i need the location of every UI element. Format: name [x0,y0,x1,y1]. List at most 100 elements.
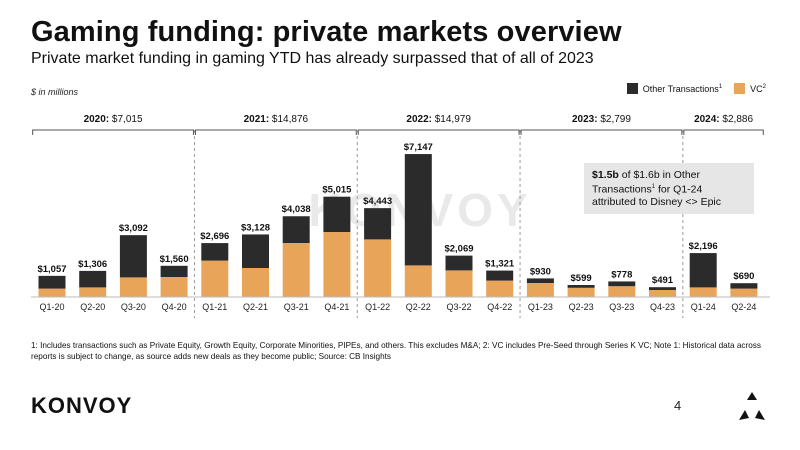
bar-other-Q3-21 [282,216,310,243]
bar-vc-Q2-23 [567,287,595,297]
tick-label-Q1-22: Q1-22 [365,302,390,312]
year-dividers [193,130,684,318]
bar-vc-Q2-24 [730,288,758,297]
total-label-Q4-22: $1,321 [485,259,515,270]
tick-label-Q4-21: Q4-21 [324,302,349,312]
legend-swatch-vc [734,83,746,94]
tick-label-Q2-21: Q2-21 [243,302,268,312]
total-label-Q4-23: $491 [652,275,674,286]
total-label-Q1-20: $1,057 [37,264,66,275]
footnote: 1: Includes transactions such as Private… [31,341,761,361]
legend-entry-vc: VC2 [734,83,766,94]
bar-vc-Q1-21 [201,260,229,297]
bar-vc-Q3-23 [608,286,636,297]
tick-label-Q2-23: Q2-23 [569,302,594,312]
bar-vc-Q2-22 [404,265,432,297]
year-bracket-2 [357,129,520,135]
bar-other-Q1-23 [526,278,554,283]
bar-other-Q1-21 [201,243,229,261]
bar-vc-Q2-21 [242,268,269,297]
bar-other-Q4-23 [649,287,676,290]
tick-label-Q1-21: Q1-21 [202,302,227,312]
disney-epic-annotation: $1.5b of $1.6b in Other Transactions1 fo… [584,163,754,214]
konvoy-mark-icon [739,392,765,420]
total-label-Q2-22: $7,147 [404,142,433,153]
bar-other-Q2-20 [79,270,107,288]
bar-vc-Q1-23 [526,283,554,297]
tick-label-Q2-24: Q2-24 [731,302,756,312]
total-label-Q2-23: $599 [571,273,592,284]
total-label-Q1-24: $2,196 [689,241,718,252]
bars [38,154,758,297]
tick-label-Q4-23: Q4-23 [650,302,675,312]
tick-label-Q3-20: Q3-20 [121,302,146,312]
tick-label-Q3-22: Q3-22 [446,302,471,312]
bar-other-Q3-23 [608,281,636,287]
bar-vc-Q1-20 [38,288,66,297]
tick-label-Q3-21: Q3-21 [284,302,309,312]
total-label-Q3-21: $4,038 [282,204,311,215]
bar-vc-Q4-23 [649,290,676,297]
tick-label-Q2-22: Q2-22 [406,302,431,312]
year-total-label-4: 2024: $2,886 [694,114,753,125]
bar-other-Q4-21 [323,196,351,232]
legend-swatch-other [626,83,638,94]
total-label-Q3-20: $3,092 [119,223,148,234]
year-bracket-3 [520,129,683,135]
bar-other-Q2-23 [567,285,595,288]
bar-vc-Q1-24 [689,287,717,297]
bar-other-Q2-24 [730,283,758,289]
chart-legend: Other Transactions1 VC2 [626,83,766,94]
bar-vc-Q3-22 [445,270,473,297]
total-label-Q1-21: $2,696 [200,231,229,242]
year-bracket-0 [32,129,194,135]
total-label-Q2-20: $1,306 [78,259,107,270]
bar-other-Q4-22 [486,270,514,281]
bar-vc-Q3-21 [282,243,310,297]
year-bracket-4 [683,129,764,135]
tick-label-Q3-23: Q3-23 [609,302,634,312]
total-label-Q2-24: $690 [733,271,754,282]
tick-label-Q1-20: Q1-20 [39,302,64,312]
tick-label-Q2-20: Q2-20 [80,302,105,312]
tick-label-Q1-23: Q1-23 [528,302,553,312]
legend-label-other: Other Transactions1 [642,83,723,94]
bar-other-Q3-20 [119,235,147,278]
total-label-Q4-20: $1,560 [160,254,189,265]
year-brackets: 2020: $7,015 2021: $14,876 2022: $14,979 20… [32,114,764,135]
bar-total-labels: $1,057 $1,306 $3,092 $1,560 $2,696 $3,128 $4,0… [37,142,754,286]
year-bracket-1 [194,129,357,135]
bar-other-Q4-20 [160,265,188,277]
total-label-Q3-22: $2,069 [444,244,473,255]
bar-other-Q1-20 [38,275,66,289]
bar-vc-Q1-22 [364,239,392,297]
bar-vc-Q4-22 [486,280,514,297]
konvoy-logo: KONVOY [31,393,133,418]
page-number: 4 [674,398,682,413]
tick-label-Q1-24: Q1-24 [691,302,716,312]
bar-vc-Q3-20 [119,277,147,297]
total-label-Q1-22: $4,443 [363,196,392,207]
legend-entry-other: Other Transactions1 [626,83,723,94]
total-label-Q4-21: $5,015 [322,185,352,196]
tick-label-Q4-22: Q4-22 [487,302,512,312]
units-label: $ in millions [31,87,79,97]
year-total-label-1: 2021: $14,876 [244,114,309,125]
bar-vc-Q4-21 [323,232,351,297]
year-total-label-0: 2020: $7,015 [84,114,143,125]
total-label-Q3-23: $778 [611,269,632,280]
bar-vc-Q4-20 [160,277,188,297]
year-total-label-3: 2023: $2,799 [572,114,631,125]
bar-other-Q3-22 [445,255,473,271]
bar-other-Q2-22 [404,154,432,266]
page-title: Gaming funding: private markets overview [31,16,622,48]
total-label-Q2-21: $3,128 [241,222,270,233]
tick-label-Q4-20: Q4-20 [162,302,187,312]
bar-other-Q1-22 [364,208,392,240]
bar-other-Q1-24 [689,253,717,288]
bar-other-Q2-21 [242,234,269,268]
page-subtitle: Private market funding in gaming YTD has… [31,50,594,67]
x-tick-labels: Q1-20 Q2-20 Q3-20 Q4-20 Q1-21 Q2-21 Q3-21 Q4-21… [39,302,756,312]
total-label-Q1-23: $930 [530,266,551,277]
